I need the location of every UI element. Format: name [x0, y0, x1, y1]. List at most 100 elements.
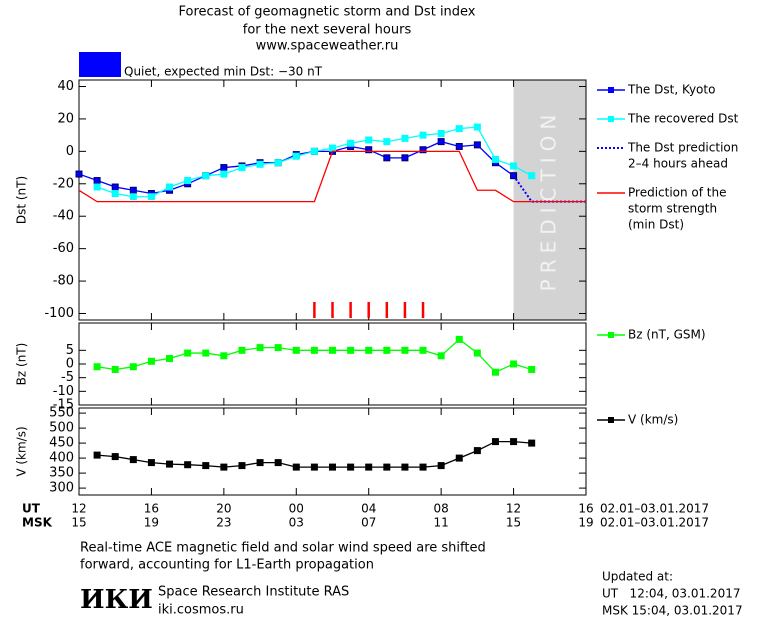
series-marker	[166, 183, 174, 191]
series-marker	[347, 463, 355, 471]
series-marker	[383, 463, 391, 471]
series-marker	[473, 123, 481, 131]
y-tick-label: -10	[53, 384, 74, 399]
x-tick-label: 15	[506, 516, 521, 530]
legend-label: storm strength	[628, 202, 717, 216]
x-tick-label: 00	[289, 502, 304, 516]
series-marker	[274, 459, 282, 467]
series-marker	[292, 152, 300, 160]
x-tick-label: 12	[506, 502, 521, 516]
quiet-swatch	[79, 52, 121, 77]
legend-label: Prediction of the	[628, 186, 727, 200]
series-marker	[292, 346, 300, 354]
institute: Space Research Institute RAS	[158, 585, 349, 600]
legend-label: Bz (nT, GSM)	[628, 328, 706, 342]
series-marker	[365, 463, 373, 471]
x-tick-label: 08	[434, 502, 449, 516]
series-marker	[419, 463, 427, 471]
y-axis-label: Bz (nT)	[15, 343, 29, 386]
series-marker	[383, 346, 391, 354]
x-tick-label: 12	[71, 502, 86, 516]
series-marker	[329, 144, 336, 152]
series-marker	[256, 160, 264, 168]
series-marker	[184, 461, 192, 469]
y-tick-label: 500	[49, 421, 74, 436]
legend-label: 2–4 hours ahead	[628, 157, 728, 171]
x-tick-label: 16	[578, 502, 593, 516]
series-marker	[437, 352, 445, 360]
series-marker	[220, 352, 228, 360]
series-marker	[510, 360, 518, 368]
y-tick-label: 400	[49, 451, 74, 466]
x-tick-label: 11	[434, 516, 449, 530]
legend-marker	[608, 417, 614, 423]
series-marker	[129, 363, 137, 371]
series-marker	[111, 453, 119, 461]
y-tick-label: -20	[53, 176, 74, 191]
title: www.spaceweather.ru	[256, 39, 399, 54]
series-marker	[202, 462, 210, 470]
title: for the next several hours	[243, 23, 412, 38]
plot-frame	[78, 322, 587, 406]
updated-ut: UT 12:04, 03.01.2017	[602, 587, 740, 601]
plot-frame	[78, 407, 587, 496]
series-marker	[419, 146, 427, 154]
series-marker	[419, 346, 427, 354]
series-marker	[256, 344, 264, 352]
series-marker	[310, 463, 318, 471]
series-marker	[383, 154, 391, 162]
series-marker	[491, 368, 499, 376]
series-marker	[437, 138, 445, 146]
prediction-label: PREDICTION	[536, 109, 560, 292]
series-line	[97, 440, 532, 468]
series-marker	[473, 447, 481, 455]
y-tick-label: 20	[57, 111, 74, 126]
series-marker	[129, 186, 137, 194]
series-marker	[365, 136, 373, 144]
series-marker	[510, 162, 518, 170]
series-marker	[329, 463, 336, 471]
series-marker	[93, 177, 101, 185]
series-marker	[202, 349, 210, 357]
series-marker	[401, 463, 409, 471]
ut-label: UT	[22, 502, 41, 516]
series-marker	[455, 454, 463, 462]
msk-dates: 02.01–03.01.2017	[600, 516, 709, 530]
series-line	[96, 126, 532, 198]
series-marker	[528, 439, 536, 447]
title: Forecast of geomagnetic storm and Dst in…	[178, 5, 475, 20]
series-marker	[310, 147, 318, 155]
series-marker	[329, 346, 336, 354]
y-tick-label: 450	[49, 436, 74, 451]
series-marker	[202, 172, 210, 180]
y-tick-label: -100	[44, 306, 74, 321]
series-marker	[401, 346, 409, 354]
series-marker	[510, 438, 518, 446]
series-marker	[347, 139, 355, 147]
series-marker	[491, 438, 499, 446]
series-marker	[184, 349, 192, 357]
series-marker	[111, 190, 119, 198]
series-marker	[274, 344, 282, 352]
x-tick-label: 04	[361, 502, 376, 516]
y-tick-label: 550	[49, 406, 74, 421]
x-tick-label: 15	[71, 516, 86, 530]
y-tick-label: 300	[49, 481, 74, 496]
series-marker	[365, 346, 373, 354]
legend-label: The Dst, Kyoto	[627, 83, 715, 97]
series-marker	[256, 459, 264, 467]
legend-label: V (km/s)	[628, 413, 678, 427]
series-marker	[111, 183, 119, 191]
y-tick-label: -5	[61, 370, 74, 385]
y-tick-label: 0	[66, 144, 74, 159]
series-marker	[147, 193, 155, 201]
series-marker	[238, 346, 246, 354]
series-marker	[419, 131, 427, 139]
series-marker	[347, 346, 355, 354]
legend-label: The Dst prediction	[627, 141, 738, 155]
series-marker	[93, 451, 101, 459]
updated-label: Updated at:	[602, 570, 673, 584]
series-marker	[238, 164, 246, 172]
series-marker	[437, 130, 445, 138]
